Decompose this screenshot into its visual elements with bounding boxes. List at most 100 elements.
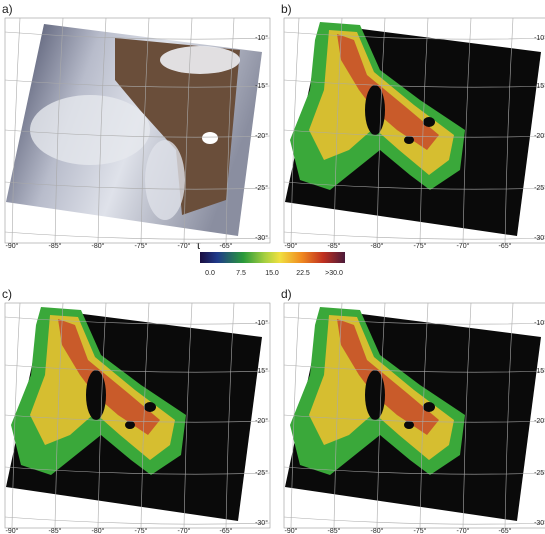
colorbar-tick-label: 7.5	[236, 270, 246, 277]
graticule	[283, 414, 545, 423]
longitude-label: -85°	[328, 527, 341, 534]
latitude-label: -10°	[255, 319, 268, 327]
graticule	[97, 302, 107, 529]
graticule	[11, 17, 21, 244]
colorbar-tick-label: >30.0	[325, 270, 343, 277]
latitude-label: -25°	[255, 184, 268, 192]
longitude-label: -90°	[285, 527, 298, 534]
graticule	[283, 516, 545, 525]
graticule	[225, 17, 235, 244]
graticule	[283, 364, 545, 373]
graticule	[4, 364, 271, 373]
cloud	[30, 95, 150, 165]
graticule	[54, 302, 64, 529]
latitude-label: -20°	[534, 132, 545, 140]
optical-depth-high	[337, 34, 439, 150]
graticule	[504, 17, 514, 244]
graticule	[290, 302, 300, 529]
longitude-label: -80°	[92, 242, 105, 250]
longitude-label: -65°	[499, 527, 512, 534]
latitude-label: -15°	[255, 367, 268, 375]
longitude-label: -80°	[371, 242, 384, 250]
longitude-label: -90°	[6, 527, 19, 534]
longitude-label: -70°	[178, 242, 191, 250]
longitude-label: -75°	[414, 527, 427, 534]
longitude-label: -80°	[92, 527, 105, 534]
gap	[404, 136, 414, 144]
latitude-label: -15°	[255, 82, 268, 90]
longitude-label: -75°	[135, 242, 148, 250]
graticule	[376, 17, 386, 244]
graticule	[419, 302, 429, 529]
optical-depth-high	[337, 319, 439, 435]
graticule	[140, 302, 150, 529]
latitude-label: -20°	[255, 132, 268, 140]
longitude-label: -70°	[457, 242, 470, 250]
longitude-label: -75°	[414, 242, 427, 250]
graticule	[333, 302, 343, 529]
panel-label: d)	[281, 287, 292, 301]
graticule	[283, 79, 545, 88]
graticule	[283, 129, 545, 138]
gap	[365, 370, 385, 420]
map-panel: b) -90° -85° -80° -75° -70° -65° -10° -15° -20° -2…	[281, 2, 545, 250]
longitude-label: -65°	[220, 527, 233, 534]
land	[115, 38, 240, 215]
graticule	[4, 316, 271, 325]
graticule	[4, 31, 271, 40]
longitude-label: -65°	[220, 242, 233, 250]
graticule	[283, 231, 545, 240]
latitude-label: -10°	[534, 34, 545, 42]
optical-depth-high	[58, 319, 160, 435]
graticule	[283, 466, 545, 475]
latitude-label: -15°	[534, 82, 545, 90]
graticule	[4, 516, 271, 525]
graticule	[290, 17, 300, 244]
cloud	[160, 46, 240, 74]
graticule	[4, 466, 271, 475]
cloud	[202, 132, 218, 144]
colorbar-tick-label: 22.5	[296, 270, 310, 277]
graticule	[283, 316, 545, 325]
gap	[125, 421, 135, 429]
longitude-label: -65°	[499, 242, 512, 250]
latitude-label: -10°	[534, 319, 545, 327]
longitude-label: -70°	[457, 527, 470, 534]
gap	[144, 402, 156, 412]
latitude-label: -15°	[534, 367, 545, 375]
gap	[404, 421, 414, 429]
longitude-label: -85°	[328, 242, 341, 250]
graticule	[462, 17, 472, 244]
gap	[423, 402, 435, 412]
graticule	[462, 302, 472, 529]
graticule	[183, 302, 193, 529]
graticule	[376, 302, 386, 529]
graticule	[140, 17, 150, 244]
graticule	[183, 17, 193, 244]
graticule	[333, 17, 343, 244]
longitude-label: -85°	[49, 242, 62, 250]
map-panel: d) -90° -85° -80° -75° -70° -65° -10° -15° -20° -2…	[281, 287, 545, 534]
panel-label: a)	[2, 2, 13, 16]
graticule	[4, 79, 271, 88]
latitude-label: -25°	[255, 469, 268, 477]
graticule	[97, 17, 107, 244]
colorbar-symbol: τ	[196, 238, 201, 252]
longitude-label: -75°	[135, 527, 148, 534]
graticule	[419, 17, 429, 244]
longitude-label: -90°	[6, 242, 19, 250]
latitude-label: -30°	[255, 234, 268, 242]
colorbar	[200, 252, 345, 263]
panel-label: c)	[2, 287, 12, 301]
latitude-label: -20°	[534, 417, 545, 425]
gap	[423, 117, 435, 127]
latitude-label: -25°	[534, 469, 545, 477]
cloud	[145, 140, 185, 220]
graticule	[4, 181, 271, 190]
graticule	[54, 17, 64, 244]
longitude-label: -80°	[371, 527, 384, 534]
latitude-label: -30°	[255, 519, 268, 527]
longitude-label: -90°	[285, 242, 298, 250]
map-panel: c) -90° -85° -80° -75° -70° -65° -10° -15° -20° -2…	[2, 287, 271, 534]
